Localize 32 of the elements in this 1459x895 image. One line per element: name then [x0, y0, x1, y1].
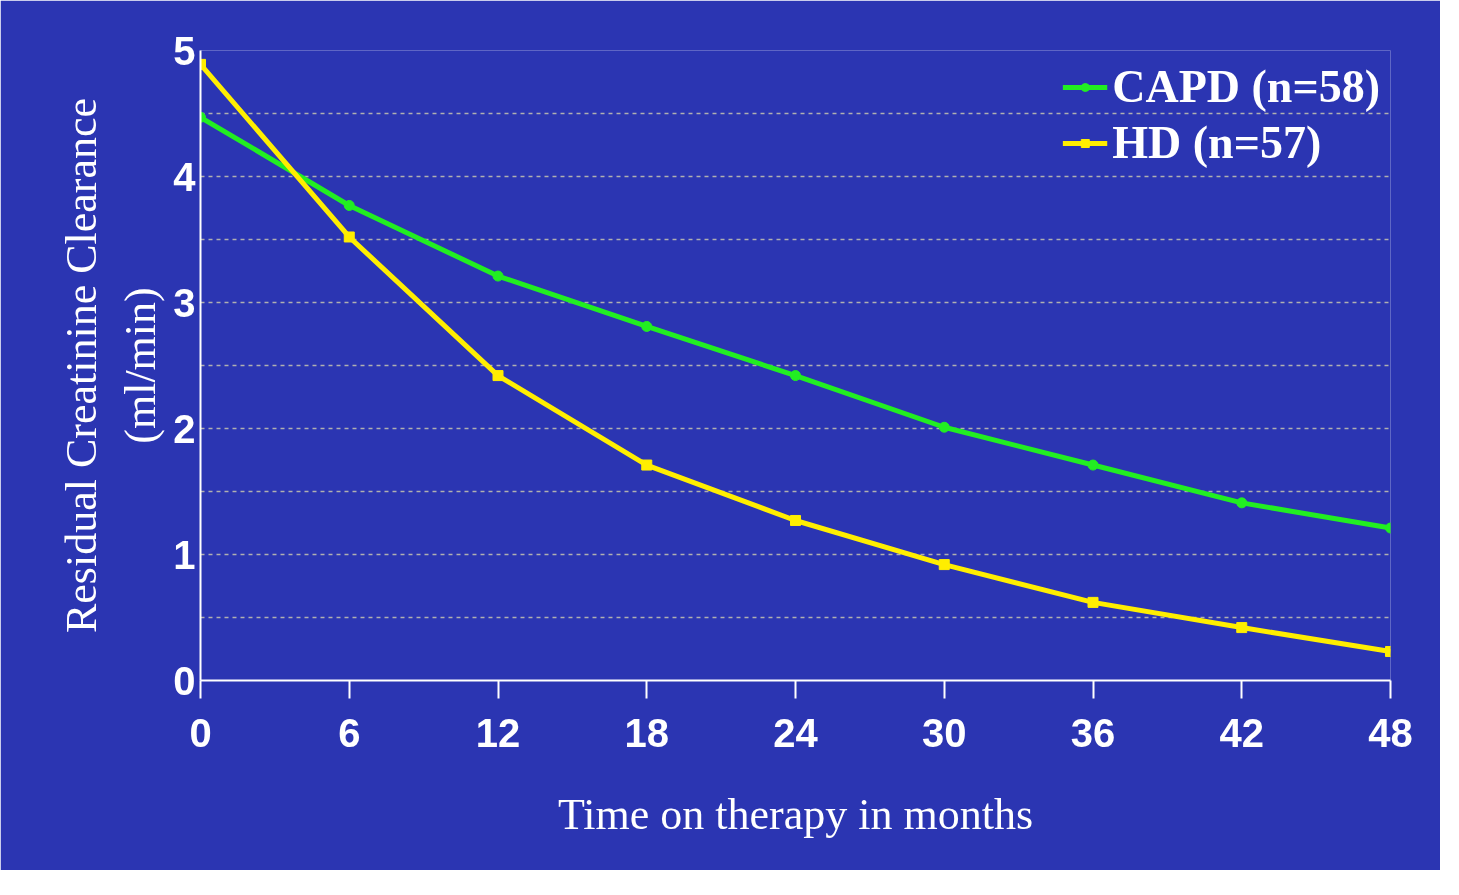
point	[1087, 459, 1099, 471]
point	[938, 559, 950, 571]
x-tick-label: 30	[922, 710, 967, 755]
point	[492, 270, 504, 282]
point	[492, 370, 504, 382]
point	[641, 459, 653, 471]
legend-label: HD (n=57)	[1112, 116, 1322, 169]
point	[938, 421, 950, 433]
y-tick-label: 2	[173, 406, 196, 451]
x-axis-title: Time on therapy in months	[557, 789, 1034, 839]
legend-label: CAPD (n=58)	[1112, 60, 1380, 113]
point	[1087, 596, 1099, 608]
point	[343, 199, 355, 211]
y-tick-label: 0	[173, 658, 196, 703]
point	[790, 514, 801, 526]
y-tick-label: 5	[173, 28, 196, 73]
point	[641, 320, 653, 332]
point	[343, 231, 355, 243]
point	[1236, 497, 1248, 509]
x-tick-label: 24	[773, 710, 819, 755]
y-tick-label: 3	[173, 280, 196, 325]
x-tick-label: 36	[1070, 710, 1116, 755]
x-tick-label: 48	[1368, 710, 1413, 755]
x-tick-label: 6	[338, 710, 361, 755]
x-tick-label: 12	[475, 710, 521, 755]
point	[1236, 622, 1248, 634]
x-tick-label: 42	[1219, 710, 1264, 755]
x-tick-label: 18	[624, 710, 669, 755]
y-axis-title: Residual Creatinine Clearance (ml/min)	[57, 97, 166, 634]
point	[790, 370, 801, 382]
y-tick-label: 4	[173, 154, 197, 199]
y-tick-label: 1	[173, 532, 196, 577]
